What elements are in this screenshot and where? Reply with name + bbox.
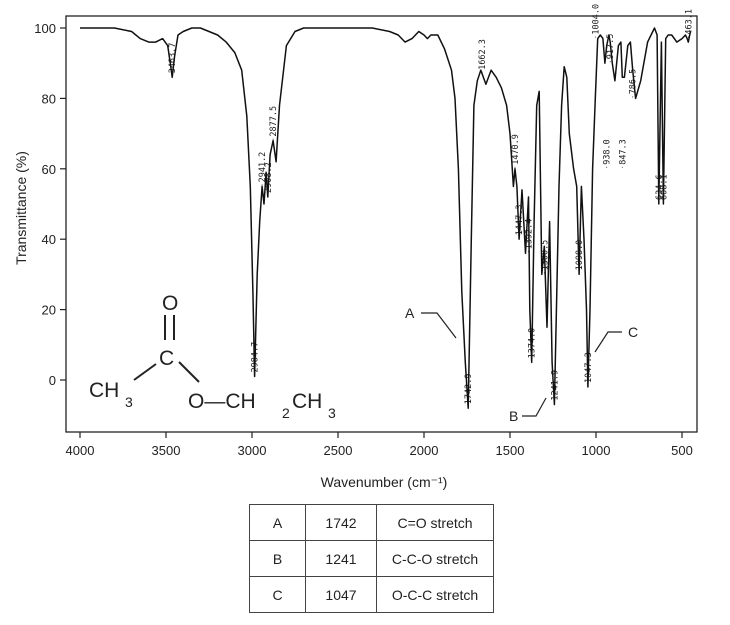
callout-letter: B [509, 408, 518, 424]
callout-line [594, 331, 622, 353]
x-tick-label: 1500 [496, 443, 525, 458]
peak-callouts: A B C [405, 305, 638, 424]
y-tick-label: 100 [34, 21, 56, 36]
peak-label: 463.1 [684, 9, 694, 35]
callout-line [421, 312, 457, 339]
y-axis-title: Transmittance (%) [13, 151, 29, 265]
x-axis-title: Wavenumber (cm⁻¹) [321, 474, 448, 490]
wavenumber-cell: 1047 [305, 576, 377, 613]
wavenumber-cell: 1742 [305, 504, 377, 541]
peak-label: 847.3 [618, 139, 628, 165]
carbonyl-carbon: C [159, 347, 174, 370]
ester-chain: O—CH [188, 390, 256, 413]
peak-labels: 3463.72984.72941.22908.22877.51742.91662… [168, 4, 694, 408]
peak-assignment-table: A 1742 C=O stretch B 1241 C-C-O stretch … [249, 504, 494, 613]
peak-label: 3463.7 [168, 43, 178, 74]
wavenumber-cell: 1241 [305, 540, 377, 577]
x-tick-label: 4000 [66, 443, 95, 458]
methyl-left: CH [89, 379, 119, 402]
ir-spectrum-chart: 4000 3500 3000 2500 2000 1500 1000 500 0 20 40 60 80… [13, 4, 698, 490]
assignment-cell: C=O stretch [376, 504, 494, 541]
methylene-sub: 2 [282, 405, 290, 421]
carbonyl-oxygen: O [162, 292, 178, 315]
peak-letter-cell: C [249, 576, 306, 613]
methyl-left-sub: 3 [125, 394, 133, 410]
x-tick-label: 2000 [410, 443, 439, 458]
spectrum-line [80, 27, 692, 409]
callout-letter: C [628, 324, 638, 340]
peak-label: 608.1 [659, 174, 669, 200]
peak-label: 1662.3 [478, 39, 488, 70]
callout-line [522, 397, 547, 417]
plot-frame [65, 15, 698, 433]
peak-label: 938.0 [603, 139, 613, 165]
ethyl-acetate-structure: O C CH 3 O—CH 2 CH 3 [89, 292, 336, 421]
y-tick-label: 20 [42, 303, 56, 318]
bond-c-ch3 [133, 363, 157, 381]
axes [65, 15, 698, 433]
x-tick-label: 3000 [238, 443, 267, 458]
x-tick-label: 2500 [324, 443, 353, 458]
peak-letter-cell: B [249, 540, 306, 577]
peak-label: 2877.5 [269, 106, 279, 137]
assignment-cell: O-C-C stretch [376, 576, 494, 613]
peak-letter-cell: A [249, 504, 306, 541]
y-tick-label: 40 [42, 232, 56, 247]
x-tick-label: 1000 [582, 443, 611, 458]
x-tick-label: 3500 [152, 443, 181, 458]
peak-label: 2941.2 [258, 152, 268, 183]
y-tick-label: 60 [42, 162, 56, 177]
tick-marks [60, 27, 683, 438]
table-row: B 1241 C-C-O stretch [249, 540, 494, 577]
methyl-right: CH [292, 390, 322, 413]
callout-letter: A [405, 305, 415, 321]
methyl-right-sub: 3 [328, 405, 336, 421]
table-row: C 1047 O-C-C stretch [249, 576, 494, 613]
tick-labels: 4000 3500 3000 2500 2000 1500 1000 500 0 20 40 60 80… [34, 21, 693, 458]
assignment-cell: C-C-O stretch [376, 540, 494, 577]
peak-label: 1470.9 [511, 134, 521, 165]
peak-label: 1004.0 [591, 4, 601, 35]
table-row: A 1742 C=O stretch [249, 504, 494, 541]
x-tick-label: 500 [671, 443, 693, 458]
y-tick-label: 0 [49, 373, 56, 388]
y-tick-label: 80 [42, 91, 56, 106]
bond-c-o [178, 361, 200, 383]
